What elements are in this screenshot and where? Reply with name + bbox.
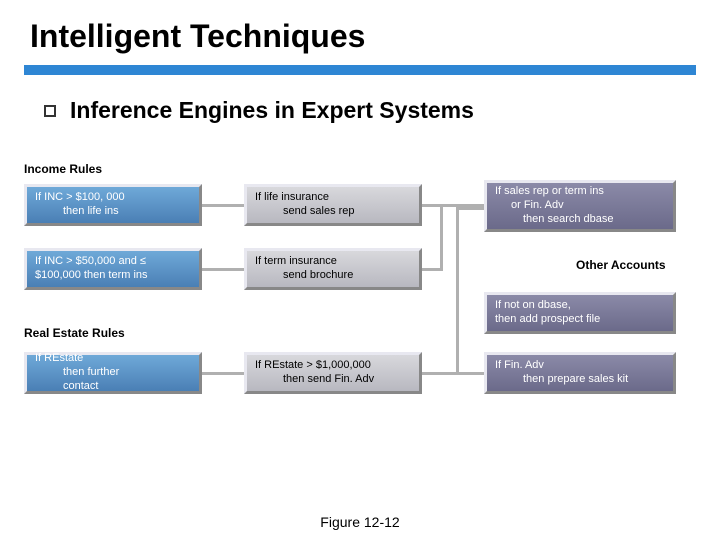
rule-line: If term insurance — [255, 255, 411, 269]
rule-line: If REstate — [35, 352, 191, 366]
subtitle-row: Inference Engines in Expert Systems — [44, 97, 720, 124]
subtitle-text: Inference Engines in Expert Systems — [70, 97, 474, 124]
rule-line: send sales rep — [255, 205, 411, 219]
page-title: Intelligent Techniques — [0, 0, 720, 63]
conn — [202, 268, 244, 271]
rule-box-sales-kit: If Fin. Adv then prepare sales kit — [484, 352, 676, 394]
conn — [202, 204, 244, 207]
rule-box-restate: If REstate then further contact — [24, 352, 202, 394]
conn — [456, 207, 459, 375]
title-divider — [24, 65, 696, 75]
flowchart: Income Rules Real Estate Rules Other Acc… — [24, 162, 696, 472]
rule-box-life-ins: If life insurance send sales rep — [244, 184, 422, 226]
conn — [456, 207, 484, 210]
rule-line: then further — [35, 366, 191, 380]
rule-box-income-100k: If INC > $100, 000 then life ins — [24, 184, 202, 226]
rule-box-restate-1m: If REstate > $1,000,000 then send Fin. A… — [244, 352, 422, 394]
rule-box-term-ins: If term insurance send brochure — [244, 248, 422, 290]
rule-line: then add prospect file — [495, 313, 665, 327]
label-real-estate-rules: Real Estate Rules — [24, 326, 125, 340]
rule-line: If Fin. Adv — [495, 359, 665, 373]
rule-line: then life ins — [35, 205, 191, 219]
rule-line: If life insurance — [255, 191, 411, 205]
conn — [456, 372, 484, 375]
rule-line: then search dbase — [495, 213, 665, 227]
conn — [440, 207, 443, 271]
conn — [422, 268, 442, 271]
rule-line: then send Fin. Adv — [255, 373, 411, 387]
rule-line: $100,000 then term ins — [35, 269, 191, 283]
rule-box-search-dbase: If sales rep or term ins or Fin. Adv the… — [484, 180, 676, 232]
label-other-accounts: Other Accounts — [576, 258, 666, 272]
conn — [202, 372, 244, 375]
rule-line: If INC > $100, 000 — [35, 191, 191, 205]
label-income-rules: Income Rules — [24, 162, 102, 176]
rule-line: contact — [35, 380, 191, 394]
conn — [422, 372, 458, 375]
rule-line: then prepare sales kit — [495, 373, 665, 387]
rule-line: If INC > $50,000 and ≤ — [35, 255, 191, 269]
rule-line: send brochure — [255, 269, 411, 283]
figure-caption: Figure 12-12 — [320, 514, 399, 530]
rule-line: If REstate > $1,000,000 — [255, 359, 411, 373]
rule-line: or Fin. Adv — [495, 199, 665, 213]
rule-line: If sales rep or term ins — [495, 185, 665, 199]
rule-box-income-50k: If INC > $50,000 and ≤ $100,000 then ter… — [24, 248, 202, 290]
bullet-icon — [44, 105, 56, 117]
rule-line: If not on dbase, — [495, 299, 665, 313]
rule-box-add-prospect: If not on dbase, then add prospect file — [484, 292, 676, 334]
